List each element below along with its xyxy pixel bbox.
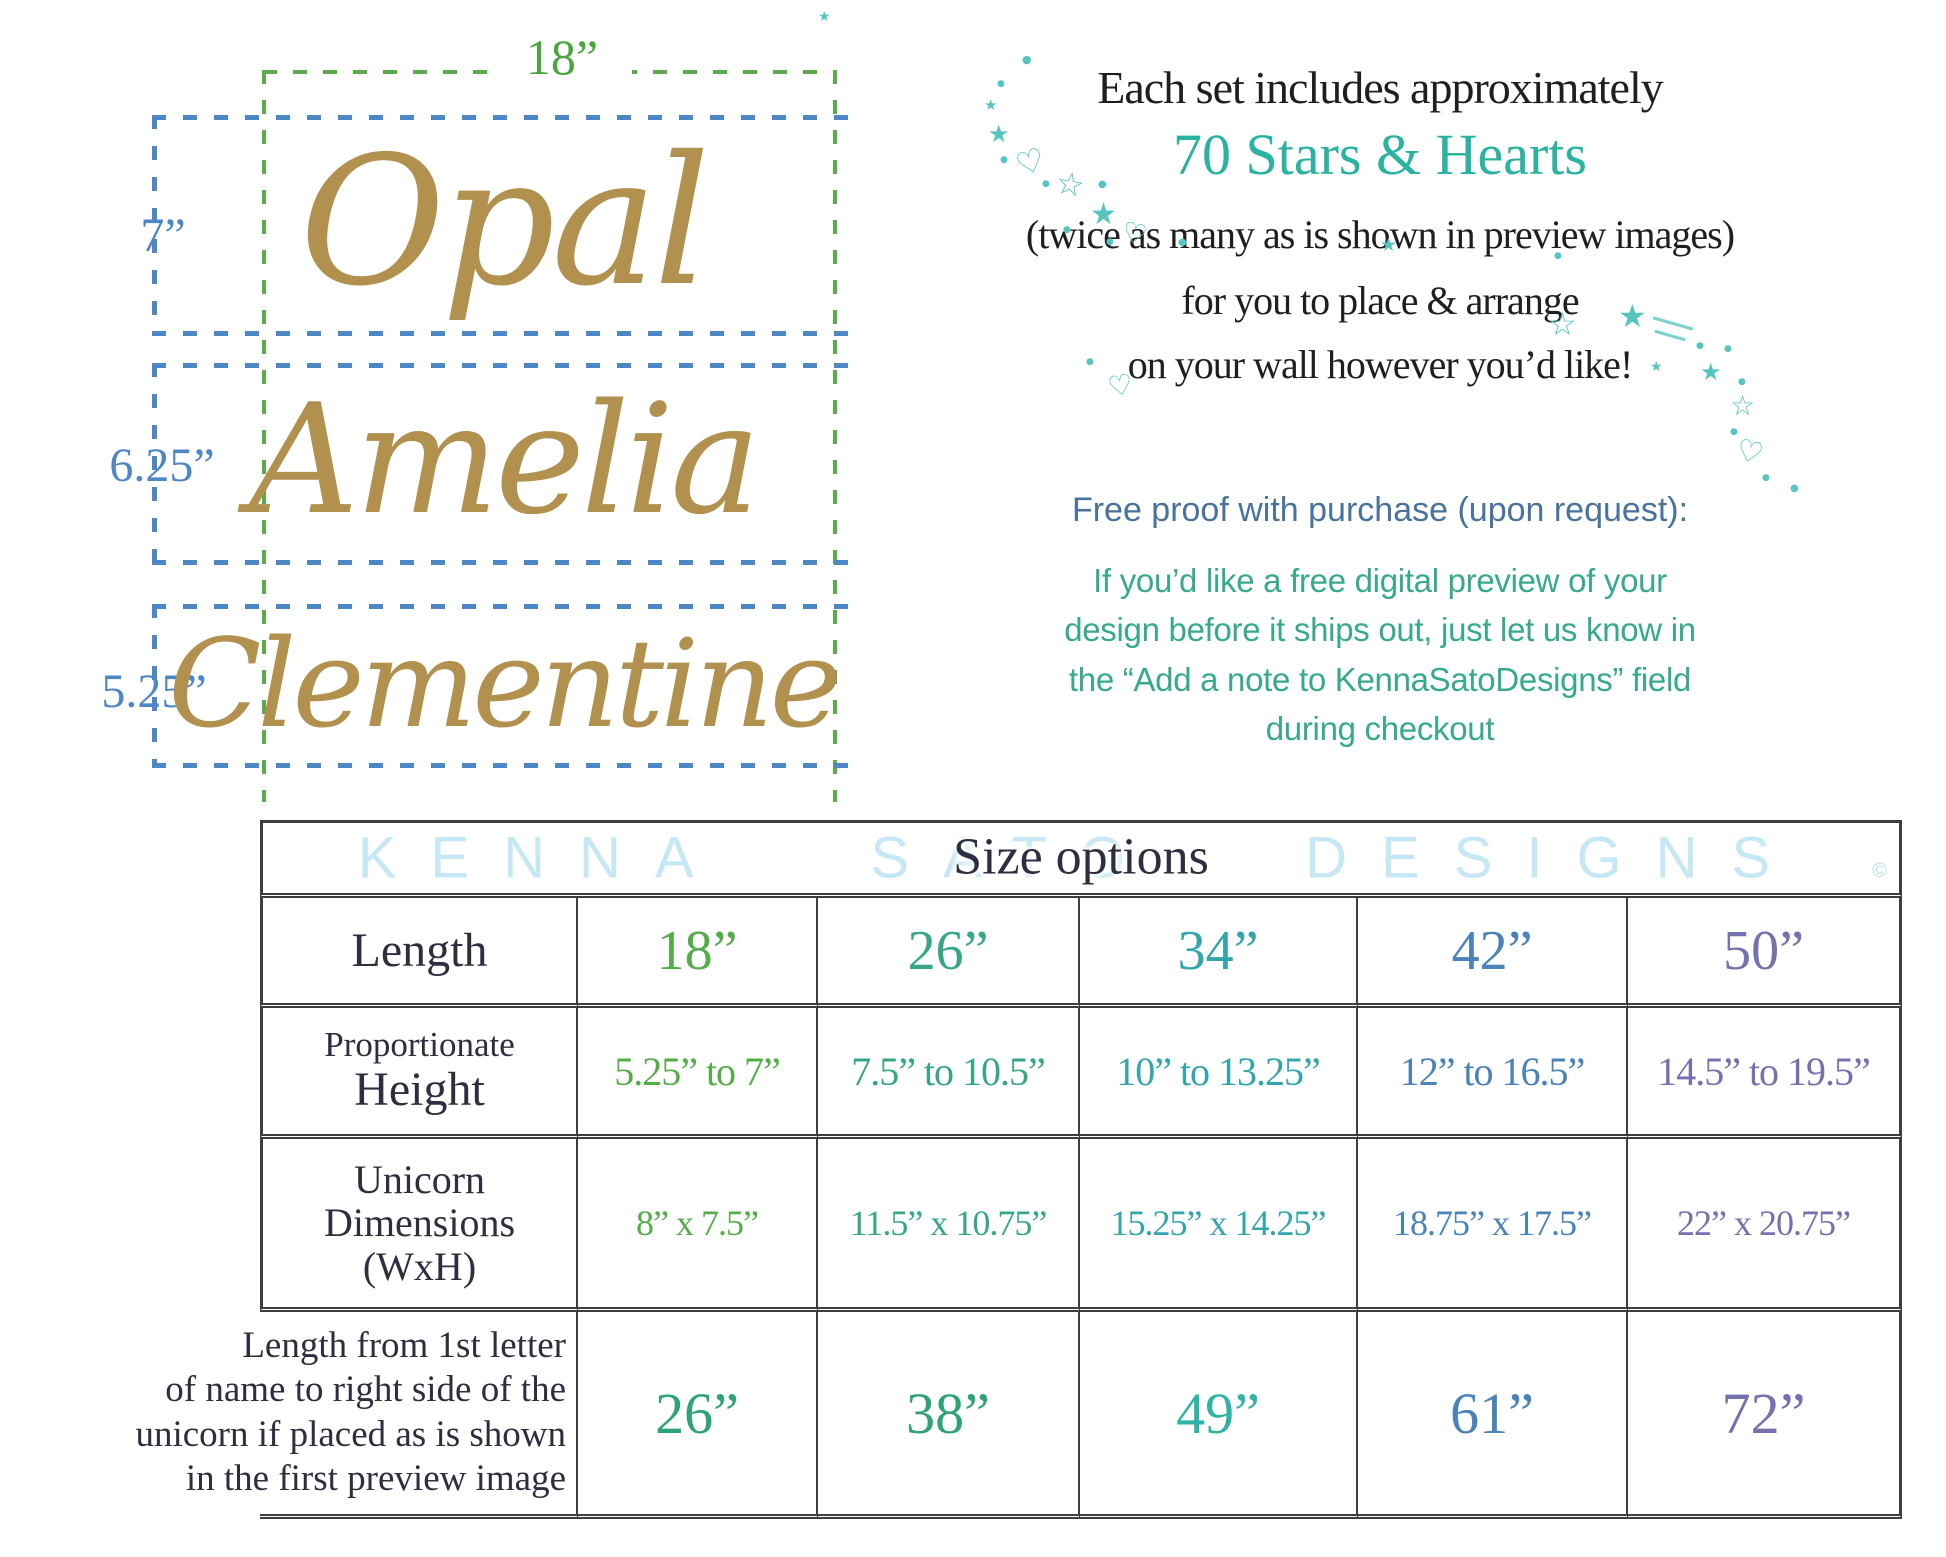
sample-name-clementine: Clementine [168, 613, 842, 755]
set-info-line5: on your wall however you’d like! [1127, 341, 1634, 387]
table-cell: 72” [1628, 1312, 1902, 1519]
copyright-icon: © [1872, 860, 1887, 882]
table-cell: 5.25” to 7” [578, 1008, 818, 1139]
table-cell: 7.5” to 10.5” [818, 1008, 1080, 1139]
clementine-height-label: 5.25” [101, 665, 207, 718]
sample-name-amelia: Amelia [249, 370, 761, 548]
table-cell: 18” [578, 898, 818, 1008]
free-proof-line: design before it ships out, just let us … [1064, 611, 1696, 649]
table-title: Size options [953, 828, 1209, 886]
table-header: KENNA SATO DESIGNS Size options © [260, 820, 1902, 898]
clementine-box-top-dashed-line [152, 604, 854, 609]
row-label-proportionate-height: Proportionate Height [260, 1008, 578, 1139]
table-cell: 11.5” x 10.75” [818, 1139, 1080, 1312]
width-measurement-label: 18” [492, 28, 632, 86]
table-cell: 12” to 16.5” [1358, 1008, 1628, 1139]
free-proof-title: Free proof with purchase (upon request): [1071, 490, 1689, 529]
table-cell: 42” [1358, 898, 1628, 1008]
set-info-line4: for you to place & arrange [1181, 277, 1579, 323]
free-proof-line: the “Add a note to KennaSatoDesigns” fie… [1068, 660, 1692, 698]
free-proof-line: If you’d like a free digital preview of … [1093, 561, 1667, 599]
star-icon: ★ [818, 9, 831, 25]
right-green-dashed-line [833, 70, 837, 802]
clementine-box-left-dashed-line [152, 604, 157, 768]
opal-box-left-dashed-line [152, 115, 157, 335]
table-cell: 26” [818, 898, 1080, 1008]
table-cell: 22” x 20.75” [1628, 1139, 1902, 1312]
size-options-table: KENNA SATO DESIGNS Size options © Length… [135, 820, 1902, 1519]
opal-box-bottom-dashed-line [152, 331, 854, 336]
amelia-box-left-dashed-line [152, 363, 157, 565]
table-cell: 18.75” x 17.5” [1358, 1139, 1628, 1312]
table-cell: 50” [1628, 898, 1902, 1008]
free-proof-line: during checkout [1265, 710, 1495, 748]
table-cell: 34” [1080, 898, 1358, 1008]
free-proof-body: If you’d like a free digital preview of … [935, 556, 1825, 754]
stars-hearts-count: 70 Stars & Hearts [1173, 121, 1587, 187]
sample-name-opal: Opal [299, 117, 711, 325]
table-cell: 15.25” x 14.25” [1080, 1139, 1358, 1312]
opal-box-top-dashed-line [152, 115, 854, 120]
table-cell: 8” x 7.5” [578, 1139, 818, 1312]
watermark: KENNA SATO DESIGNS [357, 825, 1805, 891]
table-cell: 49” [1080, 1312, 1358, 1519]
table-cell: 38” [818, 1312, 1080, 1519]
set-info-panel: Each set includes approximately 70 Stars… [935, 62, 1825, 754]
amelia-height-label: 6.25” [109, 439, 215, 492]
set-info-line1: Each set includes approximately [1097, 62, 1664, 113]
amelia-box-top-dashed-line [152, 363, 854, 368]
set-info-line3: (twice as many as is shown in preview im… [1025, 211, 1735, 257]
table-cell: 14.5” to 19.5” [1628, 1008, 1902, 1139]
row-label-length: Length [260, 898, 578, 1008]
table-cell: 10” to 13.25” [1080, 1008, 1358, 1139]
left-green-dashed-line [262, 70, 266, 802]
row-label-overall-length: Length from 1st letter of name to right … [135, 1312, 578, 1519]
clementine-box-bottom-dashed-line [152, 763, 854, 768]
amelia-box-bottom-dashed-line [152, 560, 854, 565]
opal-height-label: 7” [140, 209, 186, 262]
row-label-unicorn-dimensions: Unicorn Dimensions (WxH) [260, 1139, 578, 1312]
table-cell: 26” [578, 1312, 818, 1519]
table-cell: 61” [1358, 1312, 1628, 1519]
